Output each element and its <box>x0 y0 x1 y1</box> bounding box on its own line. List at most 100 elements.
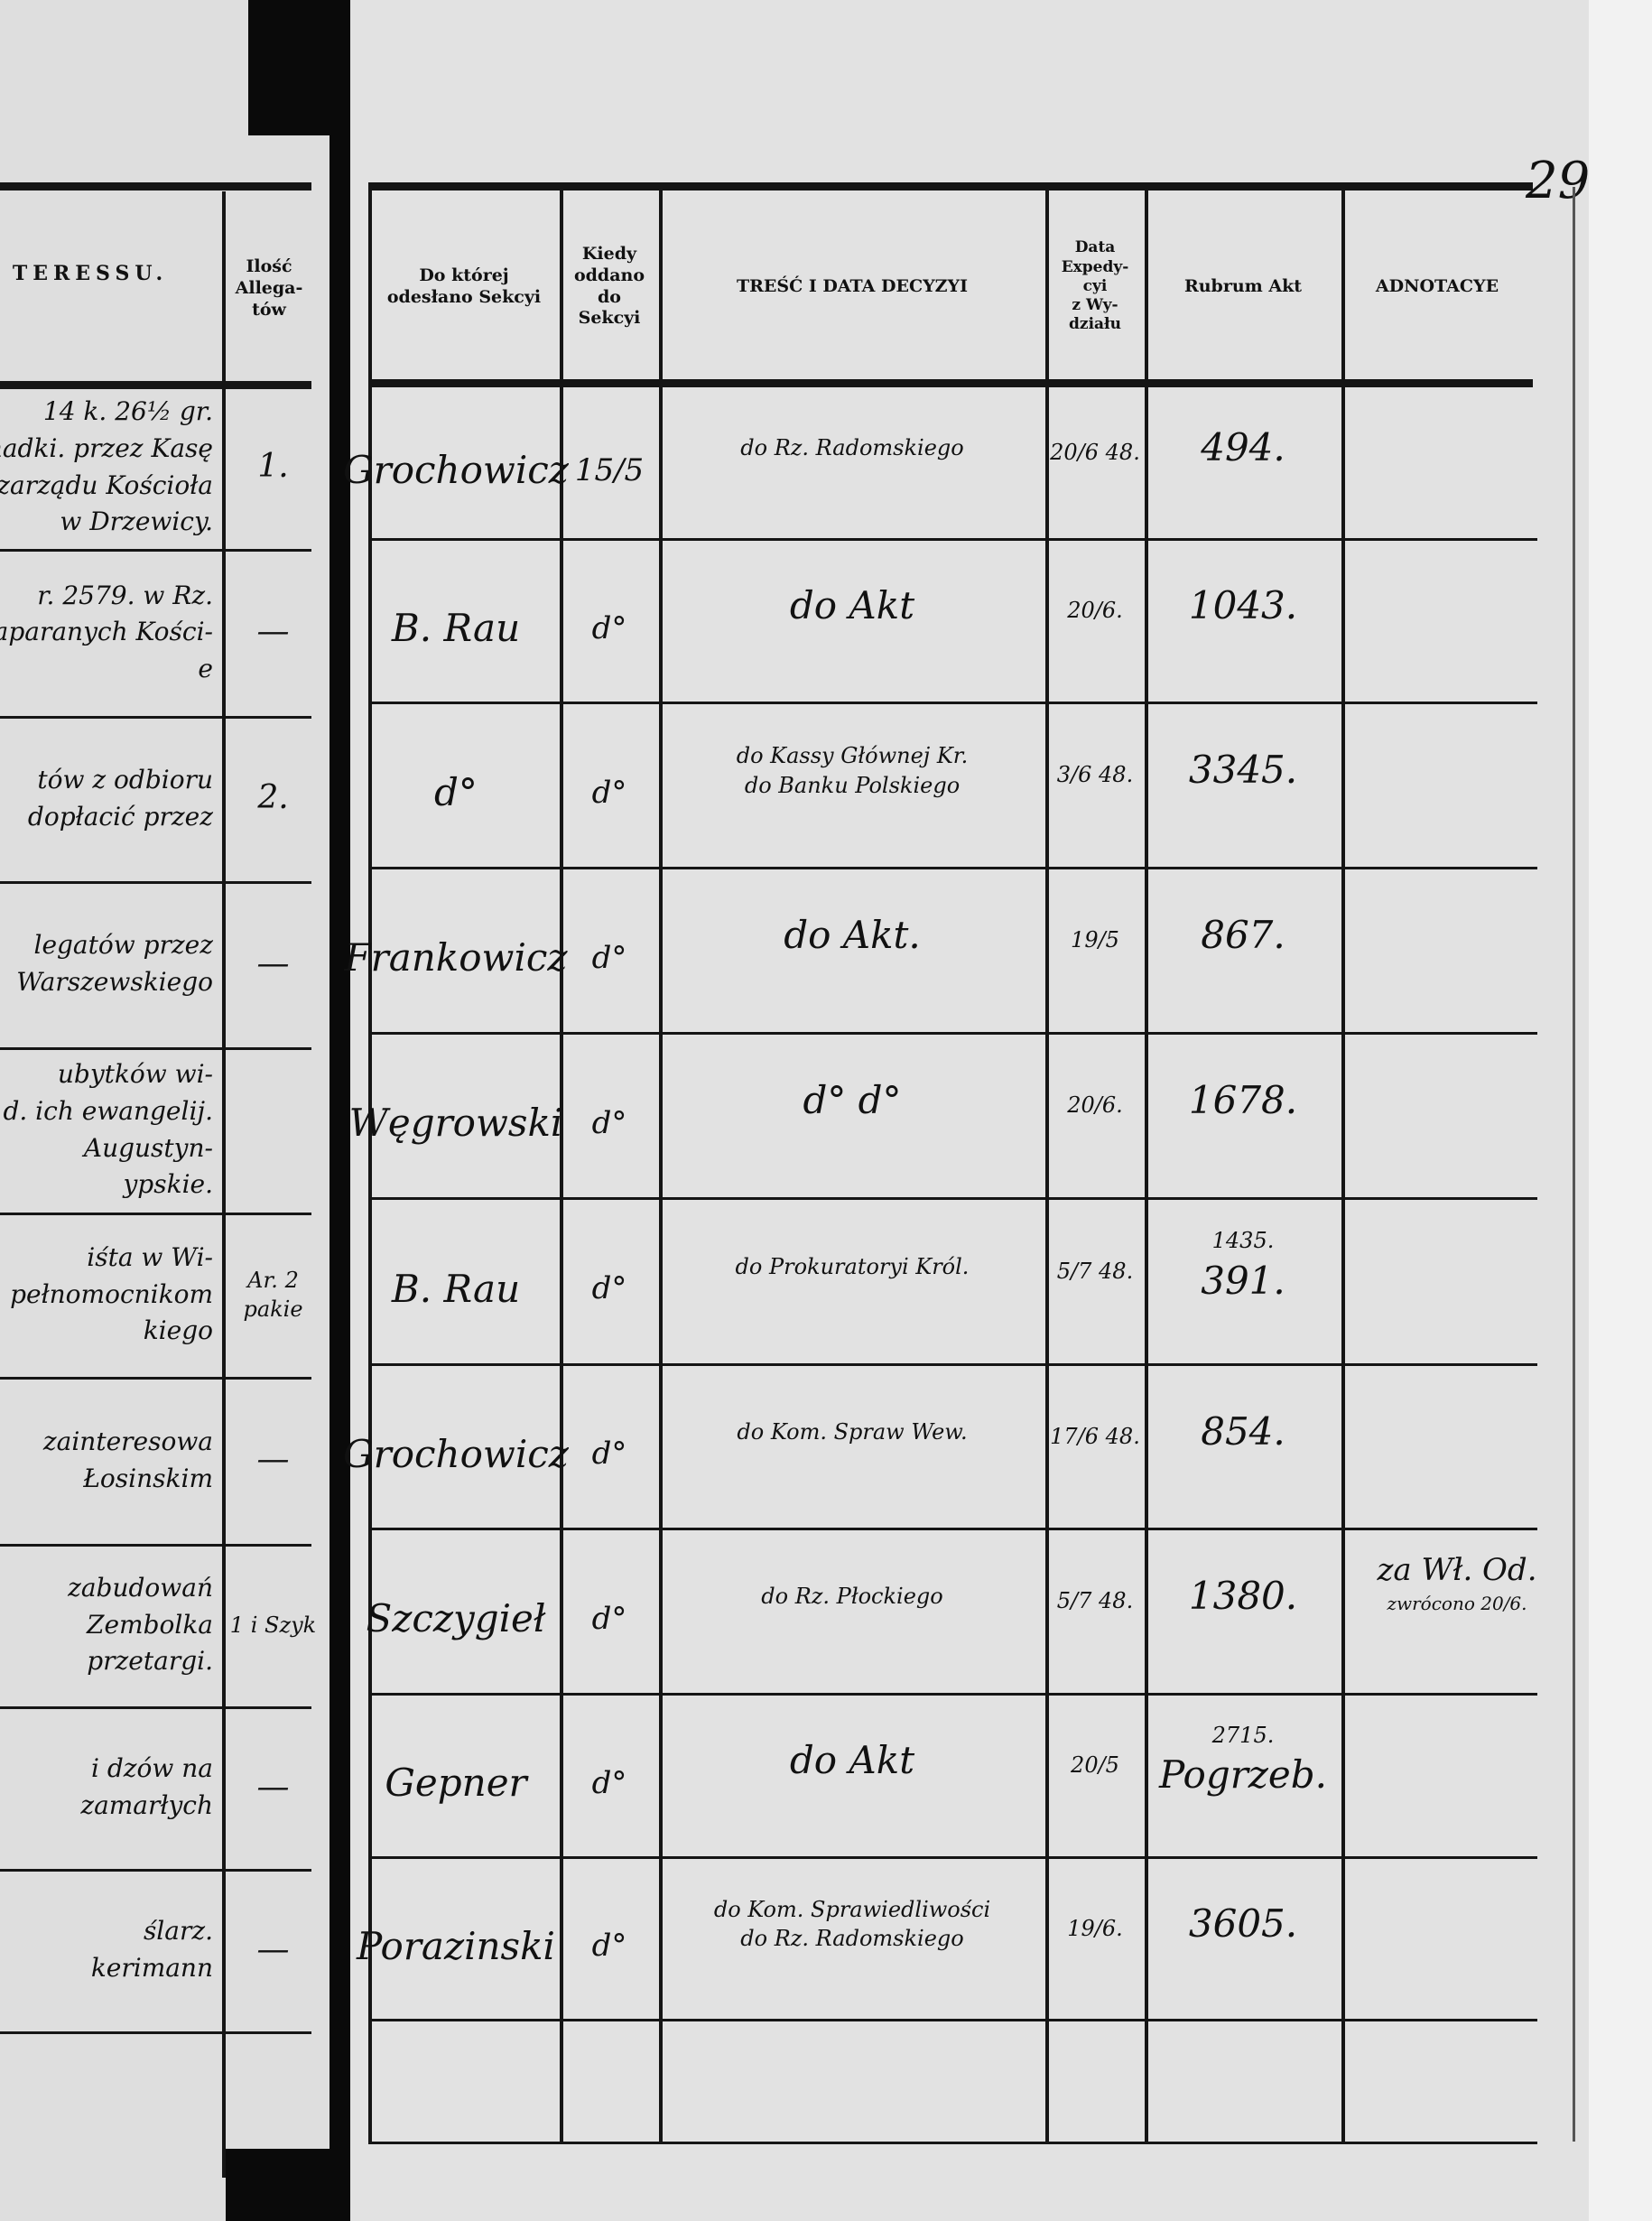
adnotacye-cell <box>1341 1693 1573 1802</box>
column-divider <box>1341 187 1345 2142</box>
data-expedycyi-cell: 19/5 <box>1071 927 1119 953</box>
column-divider <box>222 191 226 2178</box>
row-divider <box>368 2019 1537 2021</box>
data-expedycyi-cell: 17/6 48. <box>1050 1423 1140 1449</box>
header-adnotacye: ADNOTACYE <box>1341 194 1533 379</box>
adnotacye-cell <box>1341 867 1573 978</box>
text-line: do Akt <box>789 583 915 628</box>
header-rubrum: Rubrum Akt <box>1145 194 1341 379</box>
sekcja-cell: B. Rau <box>391 606 521 651</box>
rubrum-cell: 2715. Pogrzeb. <box>1145 1693 1341 1829</box>
right-header-top-rule <box>368 182 1533 191</box>
text-line: 494. <box>1201 425 1285 470</box>
text-line: Do której <box>419 265 509 285</box>
header-data-expedycyi: Data Expedy-cyi z Wy-działu <box>1045 194 1145 379</box>
text-line: Rubrum Akt <box>1183 275 1303 296</box>
adnotacye-cell <box>1341 1032 1573 1143</box>
sekcja-cell: d° <box>434 770 478 815</box>
text-line: pełnomocnikom <box>10 1278 213 1309</box>
kiedy-cell: 15/5 <box>574 451 645 488</box>
sekcja-cell: Szczygieł <box>366 1596 546 1641</box>
table-row: Gepner d° do Akt 20/5 2715. Pogrzeb. <box>0 1693 1652 1856</box>
column-divider <box>1045 187 1049 2142</box>
text-line: legatów przez <box>33 930 213 961</box>
data-expedycyi-cell: 19/6. <box>1067 1915 1123 1941</box>
tresc-cell: do Rz. Płockiego <box>659 1528 1045 1666</box>
table-row: ślarz. kerimann — <box>0 1869 329 2031</box>
header-allegatow: Ilość Allega-tów <box>224 208 314 370</box>
interest-text-cell: ślarz. kerimann <box>0 1869 220 2031</box>
table-row: Grochowicz d° do Kom. Spraw Wew. 17/6 48. 85… <box>0 1363 1652 1528</box>
data-expedycyi-cell: 20/6. <box>1067 1092 1123 1119</box>
rubrum-cell: 867. <box>1145 867 1341 1005</box>
table-row: iśta w Wi-pełnomocnikom kiego Ar. 2 pakie <box>0 1213 329 1377</box>
allegatow-count-cell: — <box>256 613 290 651</box>
page-edge <box>1589 0 1652 2221</box>
rubrum-cell: 1678. <box>1145 1032 1341 1170</box>
text-line: oddano <box>573 265 645 285</box>
text-line: kiego <box>143 1315 213 1346</box>
text-line: do Kom. Sprawiedliwości <box>713 1896 991 1922</box>
table-row: i dzów na zamarłych — <box>0 1706 329 1869</box>
header-kiedy: Kiedy oddano do Sekcyi <box>560 194 659 379</box>
row-divider <box>0 1047 311 1050</box>
allegatow-count-cell: — <box>256 1441 290 1479</box>
sekcja-cell: Węgrowski <box>348 1101 563 1146</box>
sekcja-cell: Grochowicz <box>343 448 569 493</box>
tresc-cell: d° d° <box>659 1032 1045 1170</box>
column-divider <box>659 187 663 2142</box>
tresc-cell: do Akt <box>659 538 1045 674</box>
kiedy-cell: d° <box>591 1270 627 1307</box>
table-row: Węgrowski d° d° d° 20/6. 1678. <box>0 1032 1652 1197</box>
interest-text-cell: r. 2579. w Rz. zaparanych Kości-e <box>0 549 220 716</box>
text-line: Allega- <box>235 278 303 299</box>
text-line: tów z odbioru <box>37 764 213 795</box>
text-line: 867. <box>1201 913 1285 958</box>
table-row: ubytków wi-d. ich ewangelij. Augustyn-yps… <box>0 1047 329 1213</box>
tresc-cell: do Akt <box>659 1693 1045 1829</box>
text-line: cyi <box>1082 276 1108 295</box>
row-divider <box>0 1213 311 1215</box>
page-number: 29 <box>1526 152 1591 210</box>
text-line: d. ich ewangelij. <box>3 1095 213 1126</box>
adnotacye-cell: za Wł. Od. zwrócono 20/6. <box>1341 1528 1573 1639</box>
text-line: 391. <box>1201 1258 1285 1303</box>
data-expedycyi-cell: 20/5 <box>1071 1752 1119 1779</box>
table-row: Szczygieł d° do Rz. Płockiego 5/7 48. 1380. z… <box>0 1528 1652 1693</box>
text-line: odesłano Sekcyi <box>386 286 542 307</box>
row-divider <box>0 2031 311 2034</box>
text-line: w Drzewicy. <box>60 506 213 537</box>
text-line: ślarz. <box>143 1916 213 1947</box>
interest-text-cell: 14 k. 26½ gr. nadki. przez Kasę zarządu Ko… <box>0 386 220 549</box>
text-line: Ilość <box>246 256 292 277</box>
kiedy-cell: d° <box>591 939 627 976</box>
text-line: 1380. <box>1188 1574 1298 1619</box>
interest-text-cell: iśta w Wi-pełnomocnikom kiego <box>0 1213 220 1377</box>
sekcja-cell: Grochowicz <box>343 1431 569 1476</box>
table-row: d° d° do Kassy Głównej Kr. do Banku Polskie… <box>0 702 1652 867</box>
row-divider <box>0 881 311 884</box>
rubrum-cell: 1380. <box>1145 1528 1341 1666</box>
row-divider <box>368 1693 1537 1696</box>
text-line: ubytków wi- <box>57 1059 213 1090</box>
row-divider <box>0 716 311 719</box>
interest-text-cell: zainteresowa Łosinskim <box>0 1377 220 1544</box>
data-expedycyi-cell: 20/6. <box>1067 598 1123 624</box>
table-row: Porazinski d° do Kom. Sprawiedliwości do Rz… <box>0 1856 1652 2019</box>
text-line: do Prokuratoryi Król. <box>735 1253 970 1279</box>
text-line: do Kom. Spraw Wew. <box>737 1418 968 1445</box>
text-line: Data <box>1074 238 1116 257</box>
allegatow-count-cell: — <box>256 1930 290 1968</box>
kiedy-cell: d° <box>591 1436 627 1473</box>
allegatow-count-cell: Ar. 2 pakie <box>243 1267 303 1322</box>
table-row: B. Rau d° do Akt 20/6. 1043. <box>0 538 1652 702</box>
kiedy-cell: d° <box>591 774 627 811</box>
allegatow-count-cell: 2. <box>257 779 289 817</box>
kiedy-cell: d° <box>591 1600 627 1637</box>
interest-text-cell: legatów przez Warszewskiego <box>0 881 220 1047</box>
interest-text-cell: zabudowań Zembolka przetargi. <box>0 1544 220 1706</box>
text-line: 3345. <box>1188 748 1298 793</box>
kiedy-cell: d° <box>591 1104 627 1141</box>
sekcja-cell: Frankowicz <box>344 935 568 980</box>
row-divider <box>0 1544 311 1547</box>
